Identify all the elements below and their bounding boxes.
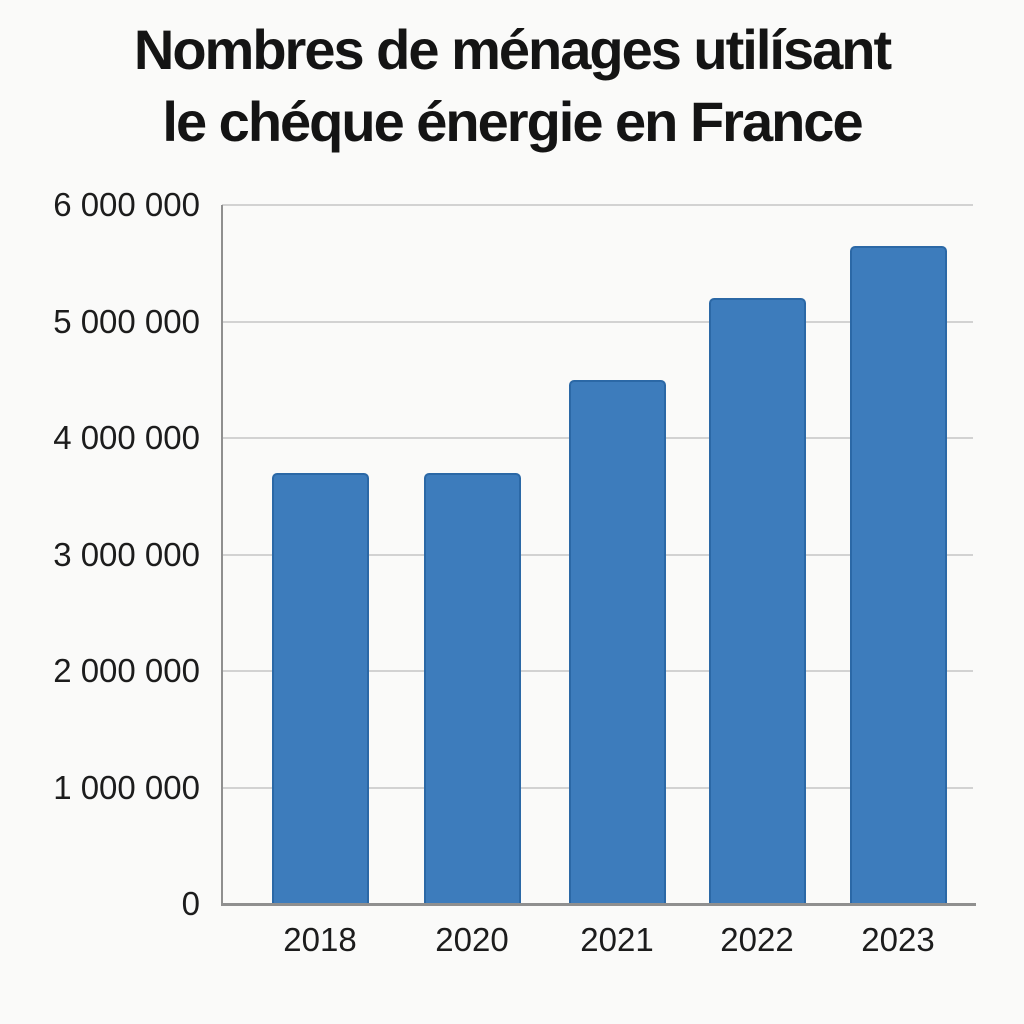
x-tick-label: 2018	[283, 921, 357, 958]
chart-title: Nombres de ménages utilísant le chéque é…	[0, 14, 1024, 158]
chart-title-line2: le chéque énergie en France	[162, 90, 863, 153]
gridline	[222, 204, 973, 206]
y-tick-label: 5 000 000	[53, 302, 200, 340]
y-tick-label: 2 000 000	[53, 652, 200, 689]
y-axis-line	[221, 205, 223, 906]
gridline	[222, 320, 973, 323]
y-tick-label: 6 000 000	[53, 186, 200, 223]
bar-2022	[709, 298, 806, 904]
y-tick-label: 4 000 000	[53, 419, 200, 456]
x-axis-line	[221, 903, 976, 906]
y-tick-label: 3 000 000	[53, 535, 200, 573]
bar-2018	[272, 473, 369, 904]
chart-title-line1: Nombres de ménages utilísant	[133, 18, 892, 81]
x-tick-label: 2021	[580, 921, 654, 958]
y-tick-label: 1 000 000	[53, 768, 200, 806]
y-tick-label: 0	[181, 885, 200, 922]
x-tick-label: 2020	[435, 921, 509, 958]
bar-2020	[424, 473, 521, 904]
x-tick-label: 2022	[720, 921, 794, 958]
bar-2023	[850, 246, 947, 904]
x-tick-label: 2023	[861, 921, 935, 958]
bar-2021	[569, 380, 666, 904]
